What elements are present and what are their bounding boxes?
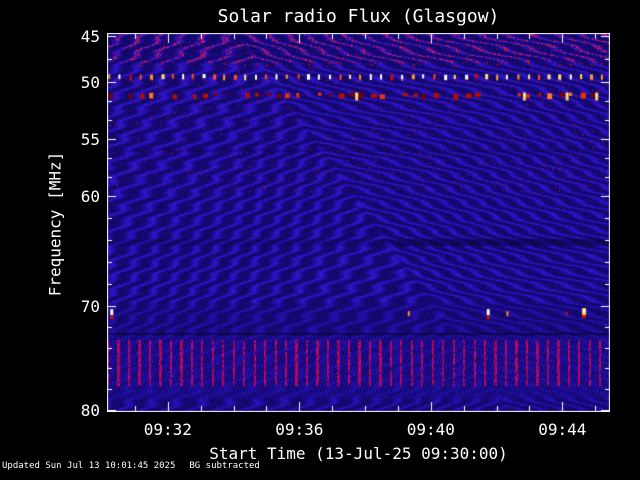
plot-area	[107, 33, 610, 412]
spectrogram-canvas	[107, 33, 610, 412]
chart-title: Solar radio Flux (Glasgow)	[217, 6, 500, 27]
y-tick-label: 45	[80, 27, 100, 46]
y-tick-label: 60	[80, 187, 100, 206]
x-tick-label: 09:36	[275, 420, 324, 439]
x-tick-label: 09:44	[538, 420, 587, 439]
x-tick-label: 09:32	[143, 420, 192, 439]
footer-bg-note: BG subtracted	[189, 461, 260, 471]
y-tick-label: 80	[80, 401, 100, 420]
y-tick-label: 55	[80, 130, 100, 149]
y-tick-label: 50	[80, 73, 100, 92]
x-tick-label: 09:40	[406, 420, 455, 439]
x-axis-label: Start Time (13-Jul-25 09:30:00)	[209, 444, 508, 463]
footer-status: Updated Sun Jul 13 10:01:45 2025 BG subtr…	[2, 461, 260, 471]
y-axis-label: Frequency [MHz]	[45, 151, 65, 297]
footer-updated-text: Updated Sun Jul 13 10:01:45 2025	[2, 461, 176, 471]
y-tick-label: 70	[80, 297, 100, 316]
